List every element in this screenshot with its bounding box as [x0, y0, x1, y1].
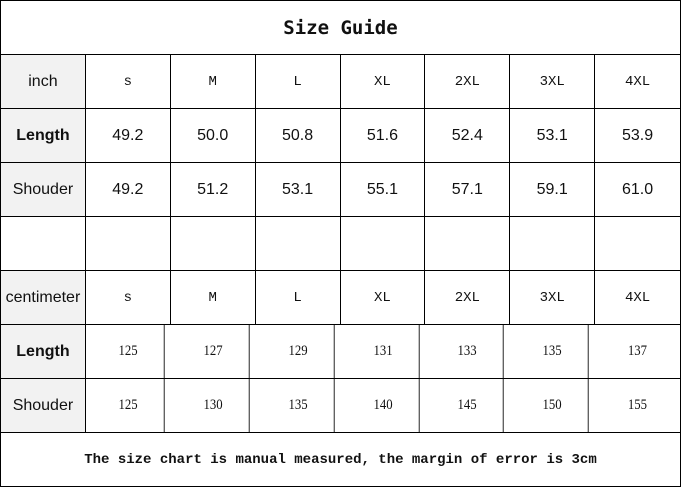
value-cell: 49.2: [86, 163, 171, 216]
empty-cell: [341, 217, 426, 270]
value-cell: 129: [262, 325, 335, 378]
value-cell: 137: [628, 343, 648, 359]
value-cell: 127: [177, 325, 250, 378]
size-header-row: inch s M L XL 2XL 3XL 4XL: [1, 55, 680, 109]
value-cell: 53.9: [621, 126, 654, 144]
empty-cell: [171, 217, 256, 270]
size-header: XL: [341, 271, 426, 324]
measurement-row: Length 49.2 50.0 50.8 51.6 52.4 53.1 53.9: [1, 109, 680, 163]
value-cell: 135: [262, 379, 335, 432]
empty-cell: [425, 217, 511, 270]
table-title: Size Guide: [1, 1, 680, 55]
unit-label: inch: [1, 55, 86, 108]
value-cell: 57.1: [425, 163, 511, 216]
value-cell: 125: [92, 325, 165, 378]
table-body: inch s M L XL 2XL 3XL 4XL Length 49.2 50.0 50.8 51.6…: [1, 55, 680, 433]
value-cell: 51.6: [341, 109, 426, 162]
value-cell: 61.0: [621, 180, 654, 198]
empty-cell: [86, 217, 171, 270]
size-header: 4XL: [624, 289, 651, 306]
row-label: Shouder: [1, 163, 86, 216]
unit-label: centimeter: [1, 271, 86, 324]
size-header-row: centimeter s M L XL 2XL 3XL 4XL: [1, 271, 680, 325]
size-header: M: [171, 55, 256, 108]
value-cell: 130: [177, 379, 250, 432]
size-header: L: [256, 55, 341, 108]
value-cell: 52.4: [425, 109, 511, 162]
value-cell: 49.2: [86, 109, 171, 162]
value-cell: 50.8: [256, 109, 341, 162]
value-cell: 51.2: [171, 163, 256, 216]
value-cell: 133: [432, 325, 504, 378]
size-header: 2XL: [425, 271, 511, 324]
empty-cell: [256, 217, 341, 270]
value-cell: 59.1: [510, 163, 596, 216]
value-cell: 140: [347, 379, 420, 432]
size-header: L: [256, 271, 341, 324]
value-cell: 50.0: [171, 109, 256, 162]
empty-cell: [595, 217, 680, 270]
measurement-note: The size chart is manual measured, the m…: [84, 451, 597, 468]
empty-cell: [1, 217, 86, 270]
measurement-row: Shouder 125 130 135 140 145 150 155: [1, 379, 680, 433]
row-label: Length: [1, 109, 86, 162]
size-header: 4XL: [624, 73, 651, 90]
value-cell: 53.1: [510, 109, 596, 162]
blank-row: [1, 217, 680, 271]
value-cell: 131: [347, 325, 420, 378]
empty-cell: [510, 217, 596, 270]
value-cell: 135: [517, 325, 589, 378]
value-cell: 55.1: [341, 163, 426, 216]
size-header: 3XL: [510, 271, 596, 324]
size-header: XL: [341, 55, 426, 108]
value-cell: 150: [517, 379, 589, 432]
size-header: 3XL: [510, 55, 596, 108]
size-header: s: [86, 271, 171, 324]
value-cell: 53.1: [256, 163, 341, 216]
size-header: M: [171, 271, 256, 324]
size-header: 2XL: [425, 55, 511, 108]
value-cell: 125: [92, 379, 165, 432]
measurement-row: Length 125 127 129 131 133 135 137: [1, 325, 680, 379]
row-label: Length: [1, 325, 86, 378]
size-header: s: [86, 55, 171, 108]
value-cell: 145: [432, 379, 504, 432]
row-label: Shouder: [1, 379, 86, 432]
value-cell: 155: [628, 397, 648, 413]
measurement-row: Shouder 49.2 51.2 53.1 55.1 57.1 59.1 61.0: [1, 163, 680, 217]
